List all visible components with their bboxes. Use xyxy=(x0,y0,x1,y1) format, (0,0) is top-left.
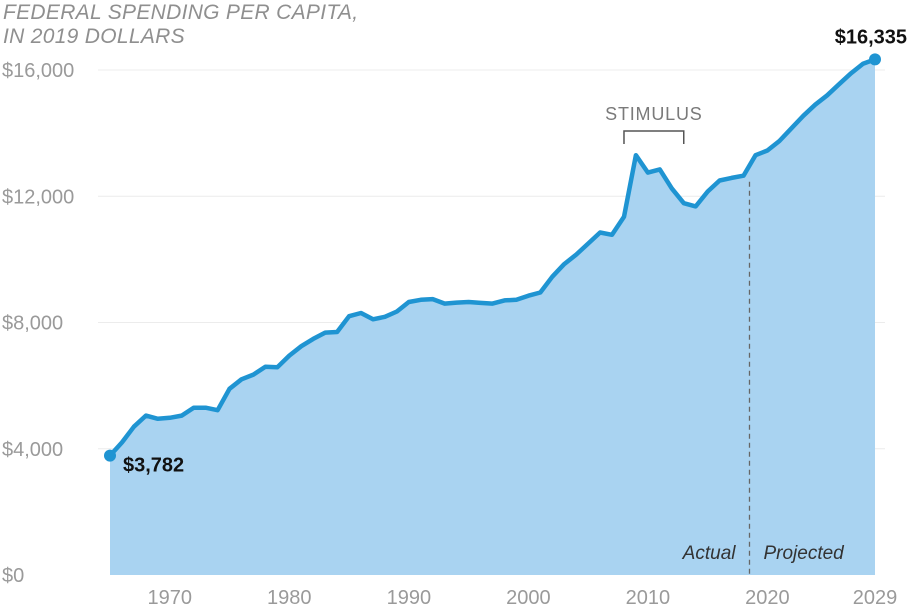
start-point-marker xyxy=(104,449,116,462)
chart-title-line-2: IN 2019 DOLLARS xyxy=(3,25,185,48)
projected-label: Projected xyxy=(763,543,845,564)
y-tick-label: $16,000 xyxy=(2,60,74,82)
x-tick-label: 2000 xyxy=(506,587,551,608)
y-tick-label: $4,000 xyxy=(2,439,63,461)
stimulus-bracket xyxy=(623,130,685,144)
x-axis-ticks: 1970 1980 1990 2000 2010 2020 2029 xyxy=(148,587,898,608)
x-tick-label: 2010 xyxy=(626,587,671,608)
end-value-label: $16,335 xyxy=(835,26,907,48)
y-tick-label: $12,000 xyxy=(2,186,74,208)
x-tick-label: 2029 xyxy=(853,587,898,608)
y-axis-ticks: $0 $4,000 $8,000 $12,000 $16,000 xyxy=(2,60,74,587)
x-tick-label: 1970 xyxy=(148,587,193,608)
actual-label: Actual xyxy=(682,543,737,564)
x-tick-label: 1980 xyxy=(267,587,312,608)
stimulus-label: STIMULUS xyxy=(605,104,702,124)
y-tick-label: $0 xyxy=(2,565,24,587)
end-point-marker xyxy=(869,53,881,66)
x-tick-label: 1990 xyxy=(387,587,432,608)
start-value-label: $3,782 xyxy=(123,455,184,477)
spending-area-fill xyxy=(110,59,875,575)
x-tick-label: 2020 xyxy=(745,587,790,608)
y-tick-label: $8,000 xyxy=(2,313,63,335)
chart-title-line-1: FEDERAL SPENDING PER CAPITA, xyxy=(3,1,358,24)
spending-line xyxy=(107,57,878,458)
